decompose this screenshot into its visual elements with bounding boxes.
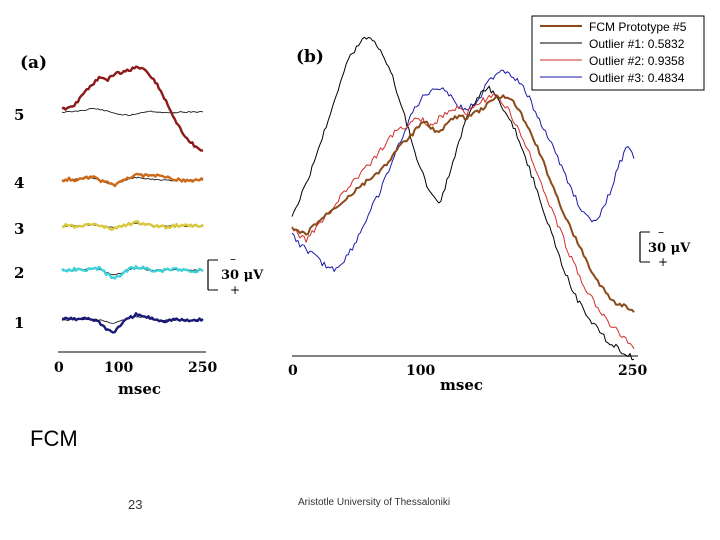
panel-a-row-1-signal-line bbox=[61, 312, 204, 334]
panel-a-label: (a) bbox=[20, 53, 47, 73]
panel-a-row-4-signal-line bbox=[61, 172, 204, 188]
panel-a-row-3-signal-line bbox=[61, 219, 204, 231]
legend-entry-label: Outlier #1: 0.5832 bbox=[589, 37, 685, 51]
panel-a-row-label: 1 bbox=[14, 314, 24, 332]
legend-items: FCM Prototype #5 Outlier #1: 0.5832 Outlie… bbox=[540, 20, 687, 85]
legend-entry-label: FCM Prototype #5 bbox=[589, 20, 687, 34]
panel-b-x-tick-label: 0 bbox=[288, 363, 298, 379]
panel-a-scale-bar: – 30 μV + bbox=[207, 252, 264, 297]
panel-a-x-ticks: 0 100 250 bbox=[54, 360, 217, 376]
slide-footer-title: FCM bbox=[30, 426, 78, 451]
panel-b-x-ticks: 0 100 250 bbox=[288, 363, 647, 379]
panel-b-scale-bar: – 30 μV + bbox=[639, 225, 691, 269]
panel-b-label: (b) bbox=[296, 47, 324, 67]
panel-a-x-tick-label: 100 bbox=[104, 360, 133, 376]
panel-a-row-label: 3 bbox=[14, 220, 24, 238]
panel-b-series-line-2 bbox=[291, 93, 635, 350]
panel-b-scale-value: 30 μV bbox=[648, 241, 691, 256]
page-number: 23 bbox=[128, 497, 143, 512]
panel-b-series-line-3 bbox=[291, 69, 635, 272]
panel-b-scale-plus: + bbox=[658, 255, 668, 269]
panel-b-scale-minus: – bbox=[658, 225, 664, 239]
panel-a-row-label: 2 bbox=[14, 264, 24, 282]
organization-name: Aristotle University of Thessaloniki bbox=[298, 497, 451, 508]
panel-a-rows: 5 4 3 2 1 bbox=[14, 65, 204, 334]
legend-entry-label: Outlier #3: 0.4834 bbox=[589, 71, 685, 85]
panel-a-row-1: 1 bbox=[14, 312, 204, 334]
panel-b-xlabel: msec bbox=[440, 376, 483, 394]
panel-b-series-line-1 bbox=[291, 36, 635, 361]
panel-a-row-label: 4 bbox=[14, 174, 24, 192]
panel-a-scale-plus: + bbox=[230, 283, 240, 297]
panel-a-xlabel: msec bbox=[118, 380, 161, 398]
panel-b-x-tick-label: 250 bbox=[618, 363, 647, 379]
legend-box bbox=[531, 15, 705, 91]
panel-a-scale-value: 30 μV bbox=[221, 268, 264, 283]
panel-a-x-tick-label: 250 bbox=[188, 360, 217, 376]
panel-a-row-5-reference-line bbox=[61, 107, 204, 117]
panel-a-row-2-signal-line bbox=[61, 265, 204, 280]
panel-a-row-4: 4 bbox=[14, 172, 204, 192]
panel-b-series bbox=[291, 36, 635, 361]
panel-a-scale-minus: – bbox=[230, 252, 236, 266]
legend-entry-label: Outlier #2: 0.9358 bbox=[589, 54, 685, 68]
panel-b-x-tick-label: 100 bbox=[406, 363, 435, 379]
panel-a: (a) 5 4 3 2 1 – 30 μV + 0 100 250 msec bbox=[14, 53, 264, 398]
panel-b: (b) – 30 μV + 0 100 250 msec FCM Prototype… bbox=[288, 15, 705, 394]
panel-b-series-line-0 bbox=[291, 94, 635, 313]
panel-a-row-3: 3 bbox=[14, 219, 204, 238]
panel-a-row-2: 2 bbox=[14, 264, 204, 282]
panel-a-row-5-signal-line bbox=[61, 65, 204, 152]
panel-a-row-label: 5 bbox=[14, 106, 24, 124]
panel-a-row-5: 5 bbox=[14, 65, 204, 152]
panel-a-x-tick-label: 0 bbox=[54, 360, 64, 376]
panel-b-legend: FCM Prototype #5 Outlier #1: 0.5832 Outlie… bbox=[531, 15, 705, 91]
